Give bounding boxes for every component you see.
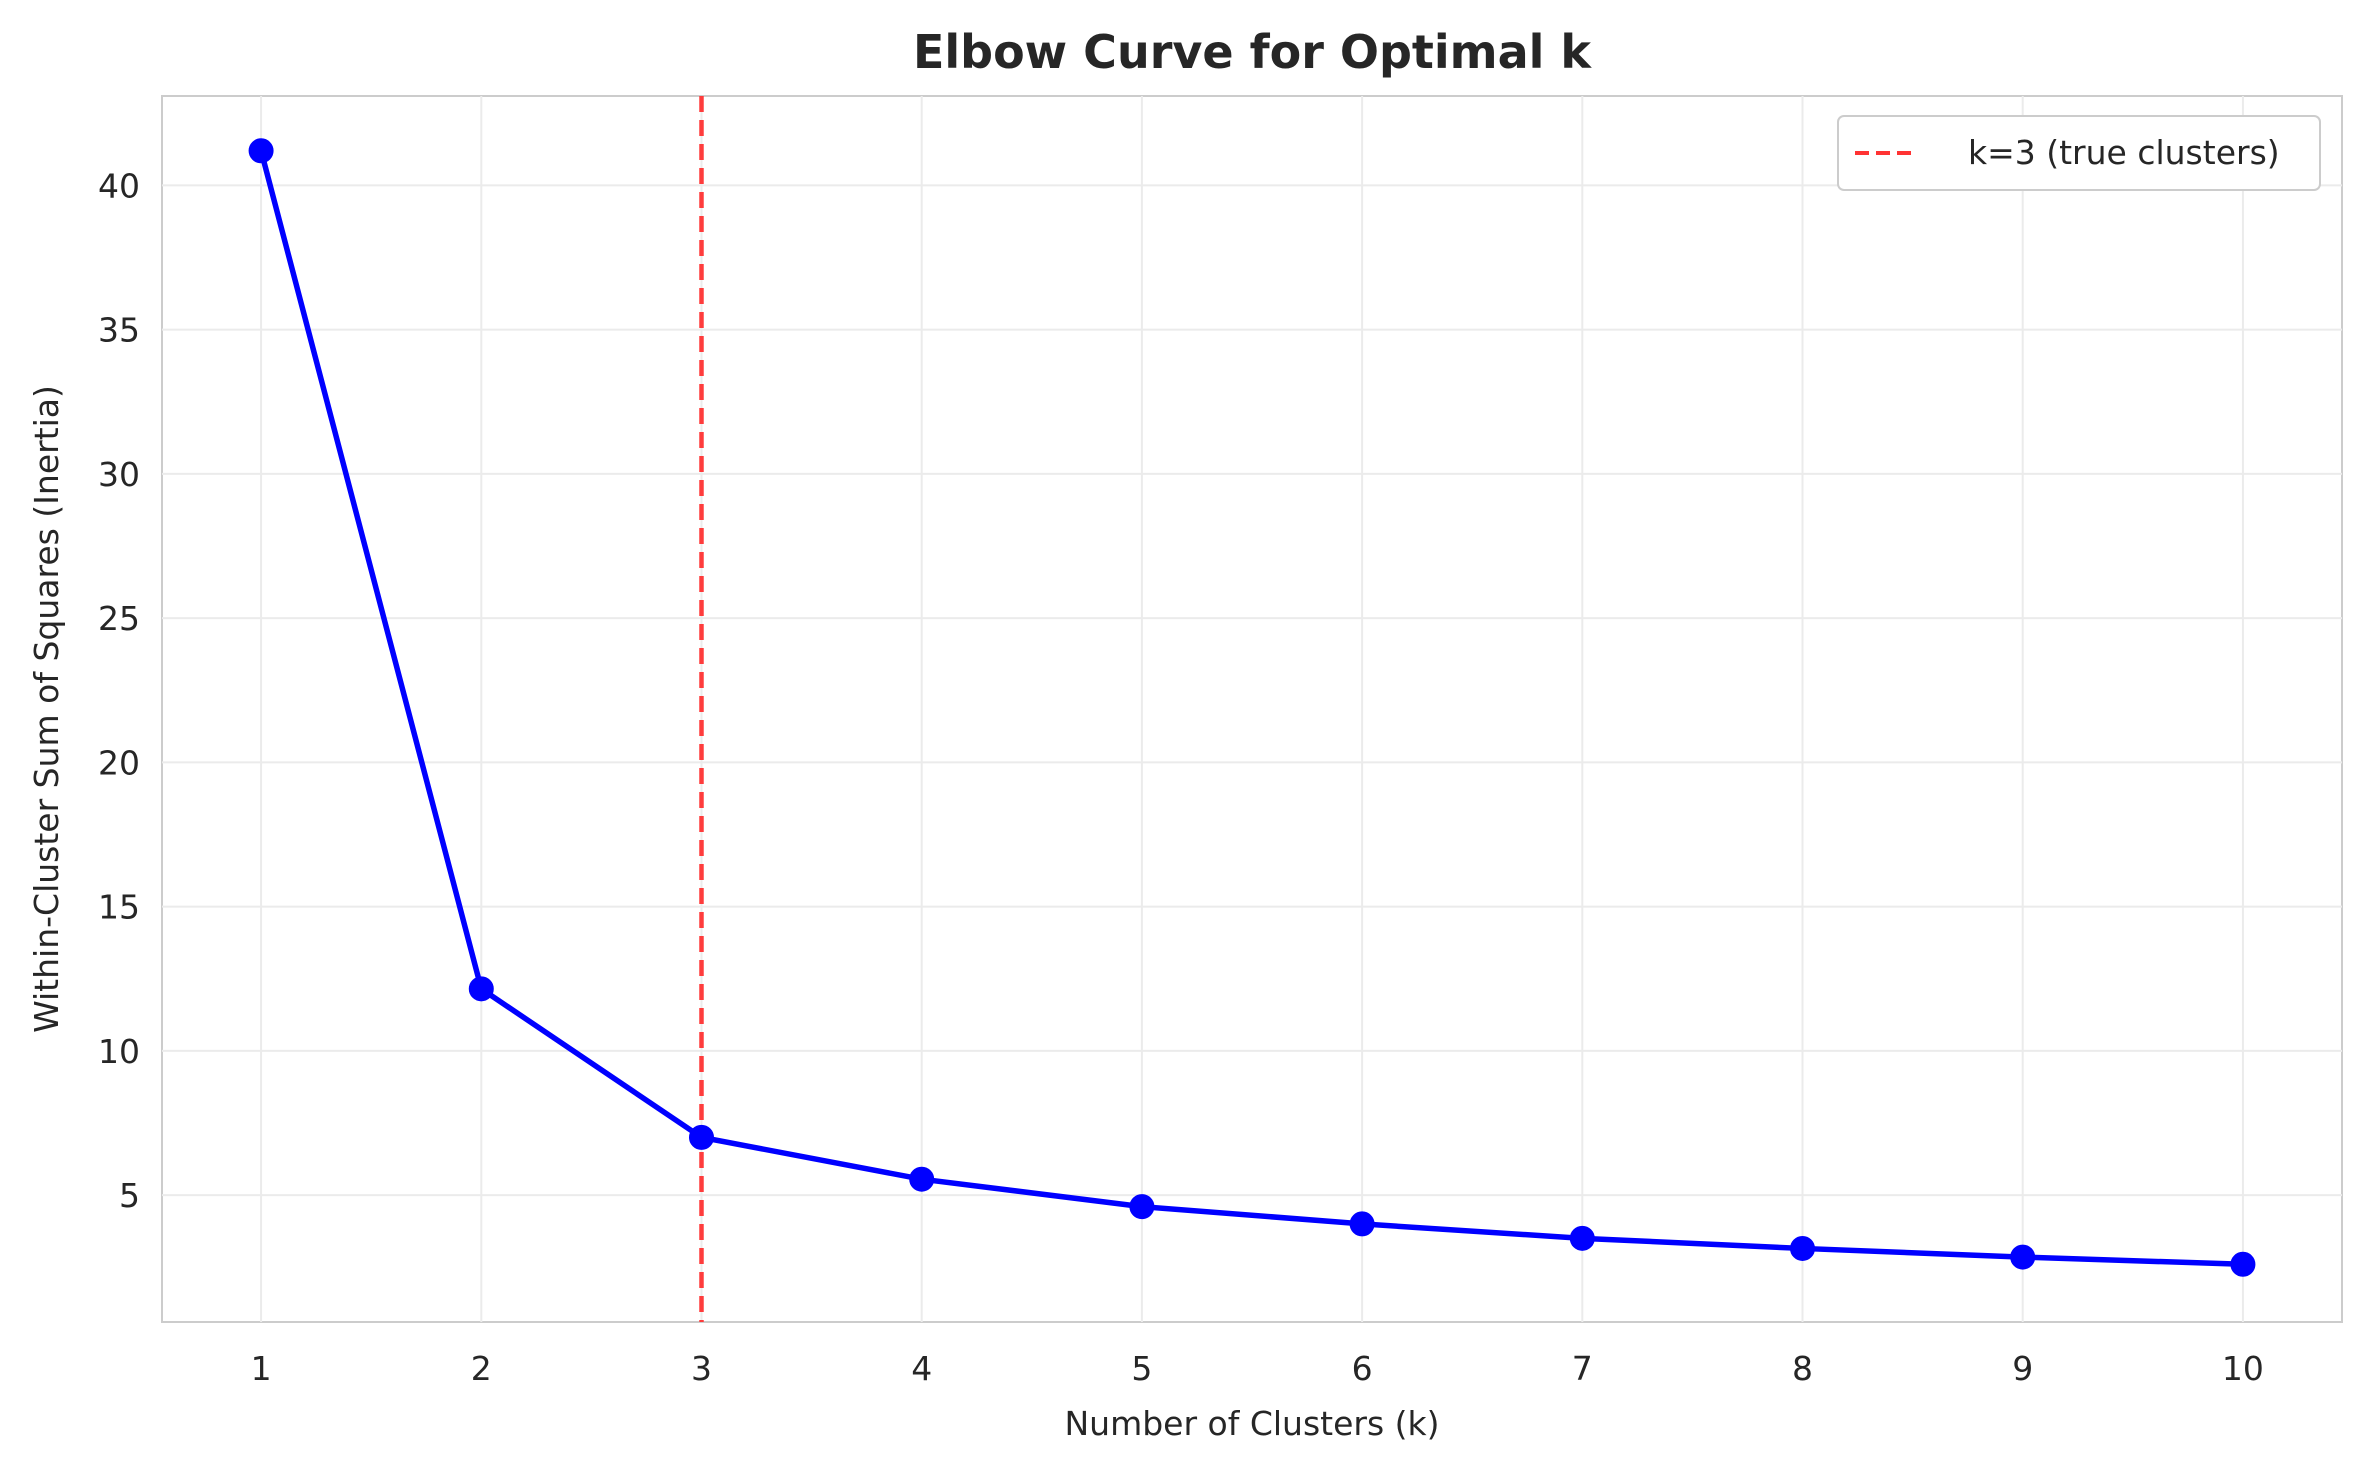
x-tick-label: 2 bbox=[471, 1349, 492, 1388]
y-tick-label: 15 bbox=[98, 888, 140, 927]
data-point bbox=[1349, 1211, 1375, 1237]
chart-title: Elbow Curve for Optimal k bbox=[913, 25, 1592, 79]
y-tick-label: 5 bbox=[119, 1176, 140, 1215]
x-tick-label: 5 bbox=[1131, 1349, 1152, 1388]
plot-area-border bbox=[161, 95, 2343, 1323]
legend: k=3 (true clusters) bbox=[1837, 115, 2321, 191]
x-axis-label: Number of Clusters (k) bbox=[1064, 1404, 1439, 1443]
data-point bbox=[248, 138, 274, 164]
y-tick-label: 25 bbox=[98, 599, 140, 638]
x-tick-label: 4 bbox=[911, 1349, 932, 1388]
y-tick-label: 20 bbox=[98, 743, 140, 782]
data-point bbox=[1129, 1194, 1155, 1220]
data-point bbox=[2010, 1244, 2036, 1270]
x-tick-label: 10 bbox=[2222, 1349, 2264, 1388]
y-axis-label: Within-Cluster Sum of Squares (Inertia) bbox=[27, 385, 66, 1033]
legend-reference-label: k=3 (true clusters) bbox=[1968, 133, 2280, 172]
data-point bbox=[1569, 1225, 1595, 1251]
series-layer bbox=[248, 138, 2256, 1277]
data-point bbox=[688, 1124, 714, 1150]
y-tick-label: 35 bbox=[98, 311, 140, 350]
x-tick-label: 9 bbox=[2012, 1349, 2033, 1388]
y-tick-label: 30 bbox=[98, 455, 140, 494]
data-point bbox=[909, 1166, 935, 1192]
grid-lines bbox=[162, 96, 2342, 1322]
y-tick-label: 40 bbox=[98, 166, 140, 205]
x-tick-label: 1 bbox=[251, 1349, 272, 1388]
series-line bbox=[258, 148, 2246, 1268]
y-tick-label: 10 bbox=[98, 1032, 140, 1071]
x-tick-label: 7 bbox=[1572, 1349, 1593, 1388]
data-point bbox=[1790, 1235, 1816, 1261]
y-axis-ticks: 5 10 15 20 25 30 35 40 bbox=[98, 166, 140, 1215]
x-tick-label: 6 bbox=[1352, 1349, 1373, 1388]
data-point bbox=[468, 976, 494, 1002]
x-tick-label: 3 bbox=[691, 1349, 712, 1388]
x-axis-ticks: 1 2 3 4 5 6 7 8 9 10 bbox=[251, 1349, 2264, 1388]
legend-box bbox=[1837, 115, 2321, 191]
data-point bbox=[2230, 1251, 2256, 1277]
x-tick-label: 8 bbox=[1792, 1349, 1813, 1388]
